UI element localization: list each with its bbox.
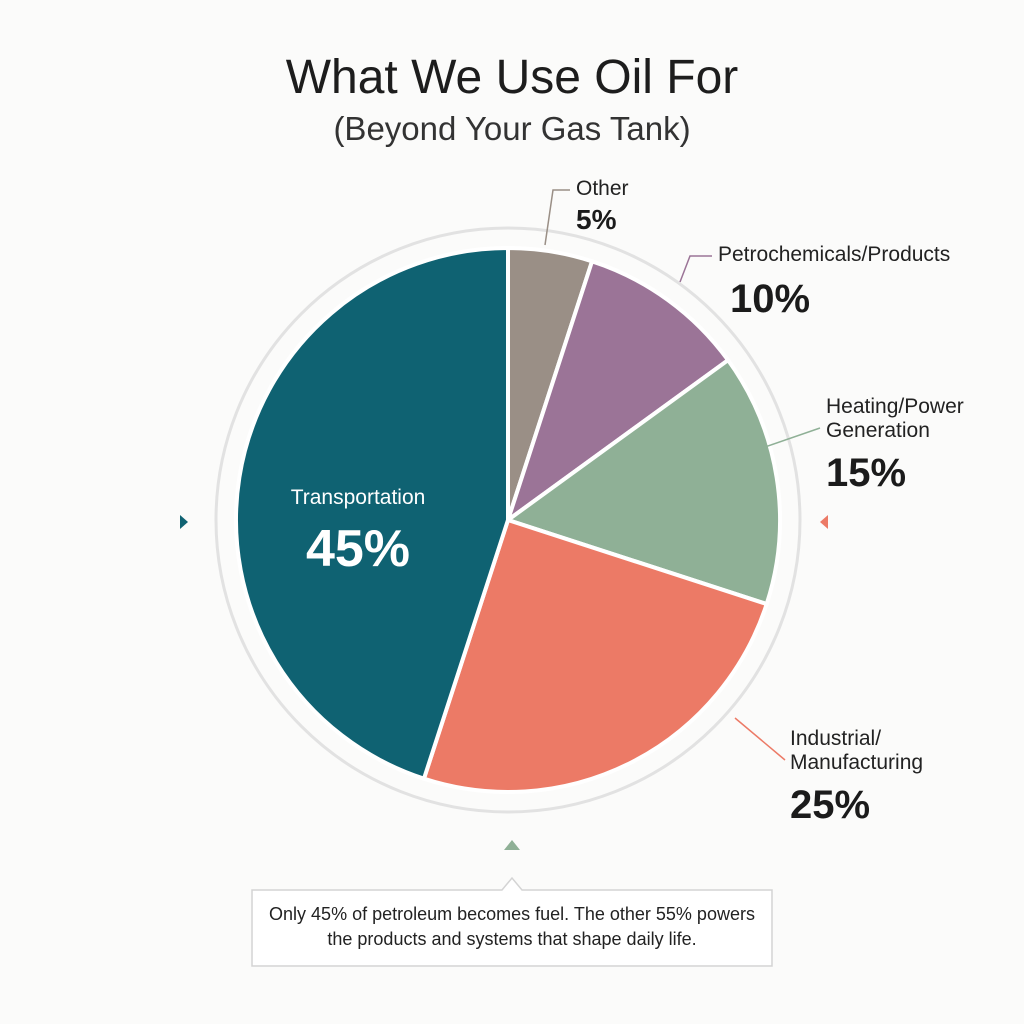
slice-label: Industrial/ Manufacturing bbox=[790, 727, 924, 775]
value-label: 10% bbox=[730, 277, 811, 321]
decor-arrow bbox=[504, 840, 520, 850]
decor-arrow bbox=[820, 515, 828, 529]
slice-label: Other bbox=[576, 177, 629, 200]
pie-slice bbox=[503, 357, 782, 607]
slice-label: Heating/Power Generation bbox=[826, 395, 964, 443]
leader-line bbox=[734, 717, 786, 761]
pie-slice bbox=[421, 517, 770, 794]
value-label: 15% bbox=[826, 451, 907, 495]
pie-slice bbox=[234, 245, 510, 782]
leader-line bbox=[544, 189, 570, 246]
value-label: 5% bbox=[576, 204, 617, 235]
note-box bbox=[251, 876, 773, 967]
slice-label: Transportation bbox=[290, 486, 426, 509]
chart-subtitle: (Beyond Your Gas Tank) bbox=[333, 110, 691, 147]
value-label: 45% bbox=[305, 520, 411, 578]
slice-label: Petrochemicals/Products bbox=[718, 243, 951, 266]
decor-arrow bbox=[180, 515, 188, 529]
leader-line bbox=[761, 427, 821, 449]
value-label: 25% bbox=[790, 783, 871, 827]
leader-line bbox=[679, 255, 712, 283]
note: Only 45% of petroleum becomes fuel. The … bbox=[269, 904, 755, 950]
pie-slice bbox=[504, 258, 731, 526]
chart-title: What We Use Oil For bbox=[285, 51, 739, 104]
outer-ring bbox=[214, 226, 802, 814]
